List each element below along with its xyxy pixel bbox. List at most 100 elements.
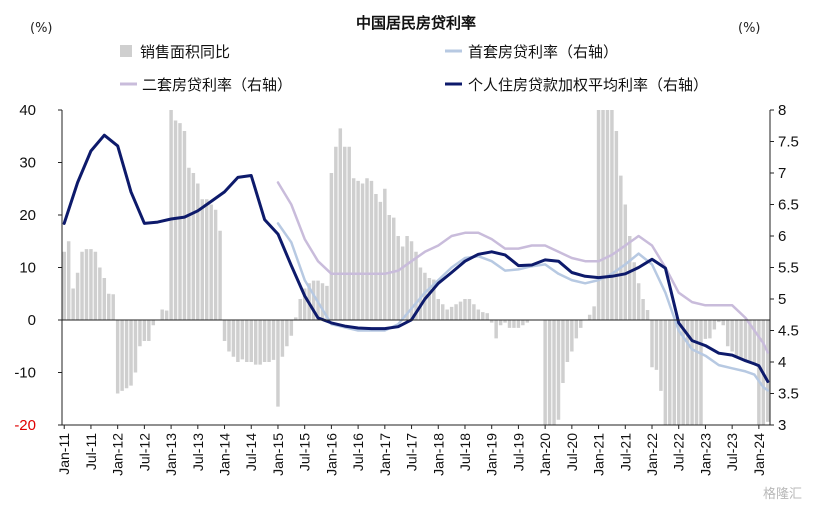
bar-2016-10	[369, 180, 374, 320]
x-tick-5: Jul-13	[190, 433, 206, 471]
x-tick-15: Jul-18	[457, 433, 473, 471]
bar-2018-12	[485, 313, 489, 320]
bar-2017-09	[418, 267, 423, 320]
bar-2023-10	[743, 320, 748, 361]
right-tick-7: 4.5	[778, 323, 799, 340]
bar-2021-12	[645, 310, 650, 320]
bar-2014-01	[222, 320, 227, 341]
bar-2017-01	[383, 188, 387, 320]
bar-2016-11	[374, 194, 378, 320]
bar-2014-06	[245, 320, 249, 362]
bar-2022-07	[676, 320, 681, 425]
bar-2022-02	[654, 320, 659, 370]
bar-2014-05	[240, 320, 245, 360]
bar-2016-05	[347, 146, 351, 320]
bar-2015-11	[320, 283, 325, 320]
line-weighted-average	[62, 133, 770, 383]
x-tick-11: Jul-16	[350, 433, 366, 471]
bar-2017-11	[427, 278, 432, 320]
line-layer	[62, 133, 770, 392]
bar-2018-02	[440, 304, 445, 320]
right-axis-unit: (%)	[738, 21, 761, 36]
bar-2021-04	[610, 110, 614, 320]
bar-2017-08	[414, 251, 418, 320]
bar-2018-11	[481, 312, 485, 320]
bar-2013-07	[196, 183, 200, 320]
bar-2016-02	[334, 146, 338, 320]
bar-2019-06	[512, 320, 516, 328]
bar-2020-02	[547, 320, 552, 425]
x-tick-19: Jul-20	[564, 433, 580, 471]
bar-2014-10	[262, 320, 267, 362]
bar-2016-08	[360, 183, 365, 320]
bar-2011-04	[75, 272, 80, 320]
bar-2017-10	[423, 272, 427, 320]
legend-label-first-home: 首套房贷利率（右轴）	[468, 43, 618, 61]
bar-2013-10	[209, 204, 213, 320]
right-tick-0: 8	[778, 102, 786, 119]
bar-2022-12	[699, 320, 703, 425]
bar-2011-08	[93, 251, 98, 320]
x-tick-25: Jul-23	[724, 433, 740, 471]
x-tick-21: Jul-21	[617, 433, 633, 471]
bar-layer	[62, 110, 770, 425]
left-tick-3: 10	[19, 260, 36, 277]
bar-2011-10	[102, 278, 107, 320]
legend-label-bars: 销售面积同比	[140, 43, 230, 61]
bar-2021-03	[605, 110, 610, 320]
left-tick-4: 0	[28, 312, 36, 329]
bar-2014-03	[231, 320, 236, 357]
bar-2014-02	[227, 320, 231, 352]
legend-label-weighted: 个人住房贷款加权平均利率（右轴）	[468, 76, 708, 94]
bar-2015-05	[294, 317, 298, 320]
bar-2015-06	[298, 299, 302, 320]
bar-2024-03	[766, 320, 770, 422]
bar-2014-12	[271, 320, 276, 360]
bar-2021-09	[632, 262, 636, 320]
bar-2022-08	[681, 320, 685, 425]
bar-2018-04	[449, 306, 454, 320]
bar-2023-05	[721, 320, 725, 326]
bar-2016-09	[365, 178, 369, 320]
bar-2011-12	[111, 294, 115, 320]
bar-2014-09	[258, 320, 262, 365]
bar-2023-11	[748, 320, 752, 362]
bar-2013-06	[191, 173, 196, 320]
bar-2016-01	[329, 173, 334, 320]
bar-2023-03	[712, 320, 717, 330]
bar-2021-08	[627, 236, 632, 320]
legend-label-second-home: 二套房贷利率（右轴）	[142, 76, 292, 94]
legend-swatch-bars	[120, 45, 132, 57]
bar-2015-02	[280, 320, 285, 357]
bar-2012-12	[164, 310, 169, 320]
left-tick-0: 40	[19, 102, 36, 119]
right-tick-1: 7.5	[778, 134, 799, 151]
bar-2019-01	[489, 320, 494, 323]
left-tick-5: -10	[14, 365, 36, 382]
bar-2020-05	[561, 320, 565, 383]
bar-2013-04	[182, 131, 187, 320]
x-tick-13: Jul-17	[404, 433, 420, 471]
bar-2020-09	[579, 320, 583, 328]
bar-2022-04	[663, 320, 668, 425]
right-tick-4: 6	[778, 228, 786, 245]
bar-2013-02	[173, 120, 178, 320]
bar-2016-06	[351, 178, 356, 320]
bar-2012-08	[147, 320, 151, 341]
bar-2019-07	[516, 320, 521, 328]
bar-2016-07	[356, 180, 360, 320]
bar-2022-11	[694, 320, 699, 425]
bar-2023-09	[739, 320, 743, 360]
bar-2021-05	[614, 131, 619, 320]
bar-2016-04	[343, 146, 347, 320]
bar-2013-11	[213, 209, 218, 320]
right-tick-9: 3.5	[778, 386, 799, 403]
bar-2011-01	[62, 251, 66, 320]
bar-2022-10	[690, 320, 694, 425]
bar-2018-07	[463, 299, 467, 320]
x-tick-26: Jan-24	[751, 433, 767, 476]
x-tick-24: Jan-23	[697, 433, 713, 476]
bar-2024-01	[757, 320, 761, 425]
bar-2018-06	[458, 301, 463, 320]
